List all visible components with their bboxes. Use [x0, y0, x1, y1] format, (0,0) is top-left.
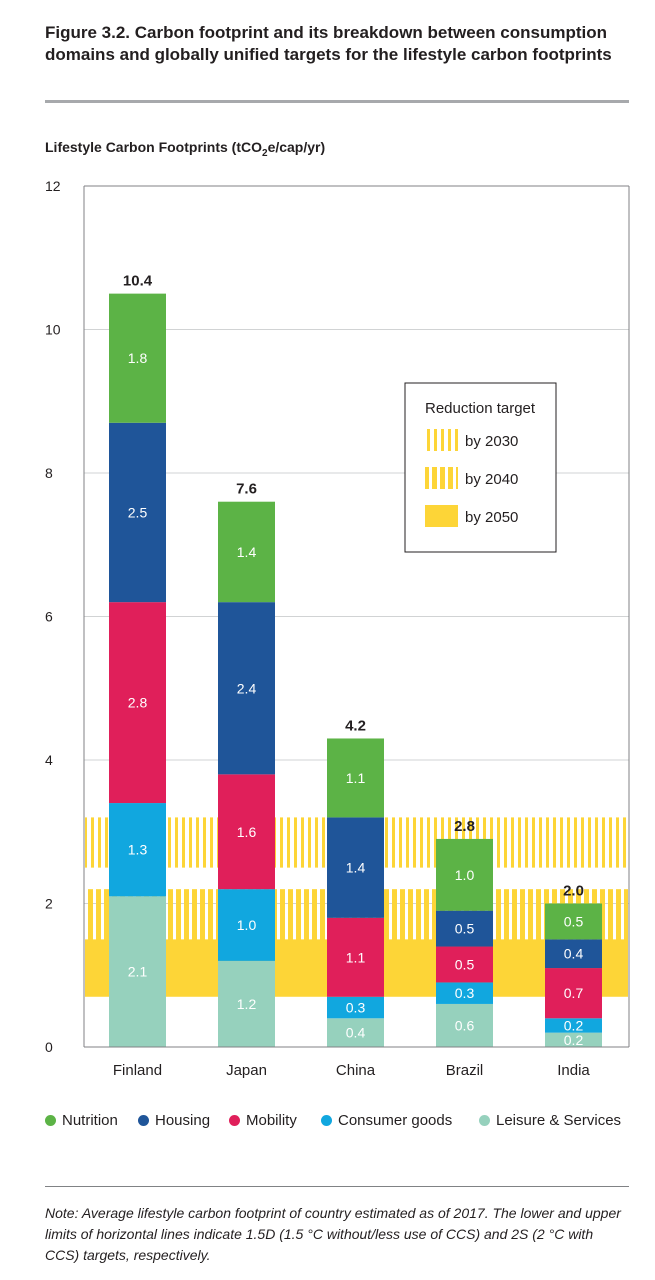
bar-leisure — [327, 1018, 384, 1047]
bar-value-label: 0.3 — [455, 985, 475, 1001]
legend-item-consumer: Consumer goods — [321, 1112, 452, 1129]
bar-value-label: 1.2 — [237, 996, 257, 1012]
legend-dot — [138, 1115, 149, 1126]
bar-value-label: 0.2 — [564, 1032, 584, 1048]
bar-housing — [545, 939, 602, 969]
legend-label: Leisure & Services — [496, 1112, 622, 1129]
note-rule — [45, 1186, 629, 1187]
bar-value-label: 0.5 — [455, 956, 475, 972]
stacked-bar-chart: Lifestyle Carbon Footprints (tCO2e/cap/y… — [45, 139, 630, 1079]
bar-total-label: 7.6 — [236, 481, 257, 498]
target-legend-swatch — [425, 467, 458, 489]
bar-value-label: 1.4 — [237, 544, 257, 560]
legend-label: Nutrition — [62, 1112, 118, 1129]
bar-value-label: 2.8 — [128, 695, 148, 711]
bar-mobility — [218, 774, 275, 890]
bar-consumer — [327, 996, 384, 1019]
bar-value-label: 0.2 — [564, 1017, 584, 1033]
bar-value-label: 2.5 — [128, 504, 148, 520]
bar-value-label: 1.0 — [237, 917, 257, 933]
x-tick-label: China — [336, 1062, 376, 1079]
legend-label: Housing — [155, 1112, 211, 1129]
target-legend-swatch — [425, 505, 458, 527]
bar-mobility — [109, 602, 166, 804]
bar-nutrition — [327, 738, 384, 818]
bar-value-label: 2.4 — [237, 680, 257, 696]
bar-nutrition — [218, 501, 275, 603]
bar-leisure — [545, 1032, 602, 1047]
bar-consumer — [545, 1018, 602, 1033]
bar-value-label: 0.7 — [564, 985, 584, 1001]
bar-value-label: 0.6 — [455, 1017, 475, 1033]
target-legend-label: by 2050 — [465, 509, 518, 526]
y-tick-label: 2 — [45, 896, 53, 912]
x-tick-label: India — [557, 1062, 590, 1079]
y-tick-label: 6 — [45, 609, 53, 625]
bar-value-label: 1.6 — [237, 824, 257, 840]
bar-nutrition — [109, 293, 166, 423]
bar-housing — [327, 817, 384, 918]
legend-dot — [321, 1115, 332, 1126]
y-tick-label: 10 — [45, 322, 61, 338]
legend-dot — [479, 1115, 490, 1126]
bar-housing — [109, 422, 166, 603]
bar-mobility — [327, 917, 384, 997]
bar-value-label: 0.3 — [346, 1000, 366, 1016]
bar-housing — [436, 910, 493, 947]
bar-value-label: 1.8 — [128, 350, 148, 366]
y-tick-label: 12 — [45, 178, 61, 194]
legend-item-nutrition: Nutrition — [45, 1112, 118, 1129]
bar-consumer — [218, 889, 275, 961]
legend-dot — [45, 1115, 56, 1126]
bar-consumer — [436, 982, 493, 1004]
bar-value-label: 0.5 — [455, 921, 475, 937]
figure-title: Figure 3.2. Carbon footprint and its bre… — [45, 23, 612, 64]
bar-value-label: 1.0 — [455, 867, 475, 883]
bar-nutrition — [545, 903, 602, 940]
bar-consumer — [109, 803, 166, 897]
x-tick-label: Finland — [113, 1062, 162, 1079]
bar-housing — [218, 602, 275, 775]
bar-value-label: 0.4 — [564, 946, 584, 962]
x-tick-label: Japan — [226, 1062, 267, 1079]
legend-item-mobility: Mobility — [229, 1112, 297, 1129]
target-legend-label: by 2040 — [465, 471, 518, 488]
bar-total-label: 2.0 — [563, 883, 584, 900]
x-tick-label: Brazil — [446, 1062, 484, 1079]
legend-dot — [229, 1115, 240, 1126]
figure-note: Note: Average lifestyle carbon footprint… — [45, 1205, 621, 1263]
legend-label: Mobility — [246, 1112, 297, 1129]
bar-value-label: 1.3 — [128, 842, 148, 858]
series-legend: Nutrition Housing Mobility Consumer goods Le… — [45, 1112, 645, 1136]
y-axis-label: Lifestyle Carbon Footprints (tCO2e/cap/y… — [45, 139, 325, 159]
legend-item-housing: Housing — [138, 1112, 210, 1129]
y-tick-label: 4 — [45, 752, 53, 768]
bar-leisure — [436, 1003, 493, 1047]
bar-total-label: 10.4 — [123, 273, 153, 290]
bar-value-label: 1.1 — [346, 770, 366, 786]
bar-nutrition — [436, 838, 493, 911]
bar-leisure — [218, 960, 275, 1047]
bar-total-label: 4.2 — [345, 717, 366, 734]
target-legend-title: Reduction target — [425, 400, 536, 417]
bar-leisure — [109, 896, 166, 1047]
bar-value-label: 1.1 — [346, 949, 366, 965]
target-legend-label: by 2030 — [465, 433, 518, 450]
y-tick-label: 8 — [45, 465, 53, 481]
legend-label: Consumer goods — [338, 1112, 453, 1129]
bar-total-label: 2.8 — [454, 818, 475, 835]
title-rule — [45, 100, 629, 103]
bar-mobility — [545, 968, 602, 1019]
bar-mobility — [436, 946, 493, 983]
bar-value-label: 2.1 — [128, 964, 148, 980]
target-legend-swatch — [425, 429, 458, 451]
bar-value-label: 1.4 — [346, 860, 366, 876]
y-tick-label: 0 — [45, 1039, 53, 1055]
bar-value-label: 0.5 — [564, 913, 584, 929]
legend-item-leisure: Leisure & Services — [479, 1112, 621, 1129]
bar-value-label: 0.4 — [346, 1025, 366, 1041]
